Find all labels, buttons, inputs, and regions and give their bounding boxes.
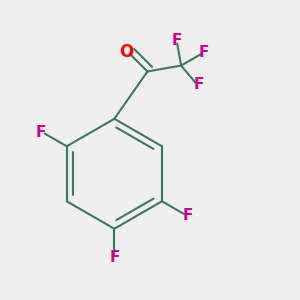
Text: F: F <box>199 44 209 59</box>
Text: F: F <box>109 250 119 266</box>
Text: F: F <box>194 76 204 92</box>
Text: O: O <box>119 43 134 61</box>
Text: F: F <box>182 208 193 223</box>
Text: F: F <box>36 125 46 140</box>
Text: F: F <box>171 32 182 47</box>
